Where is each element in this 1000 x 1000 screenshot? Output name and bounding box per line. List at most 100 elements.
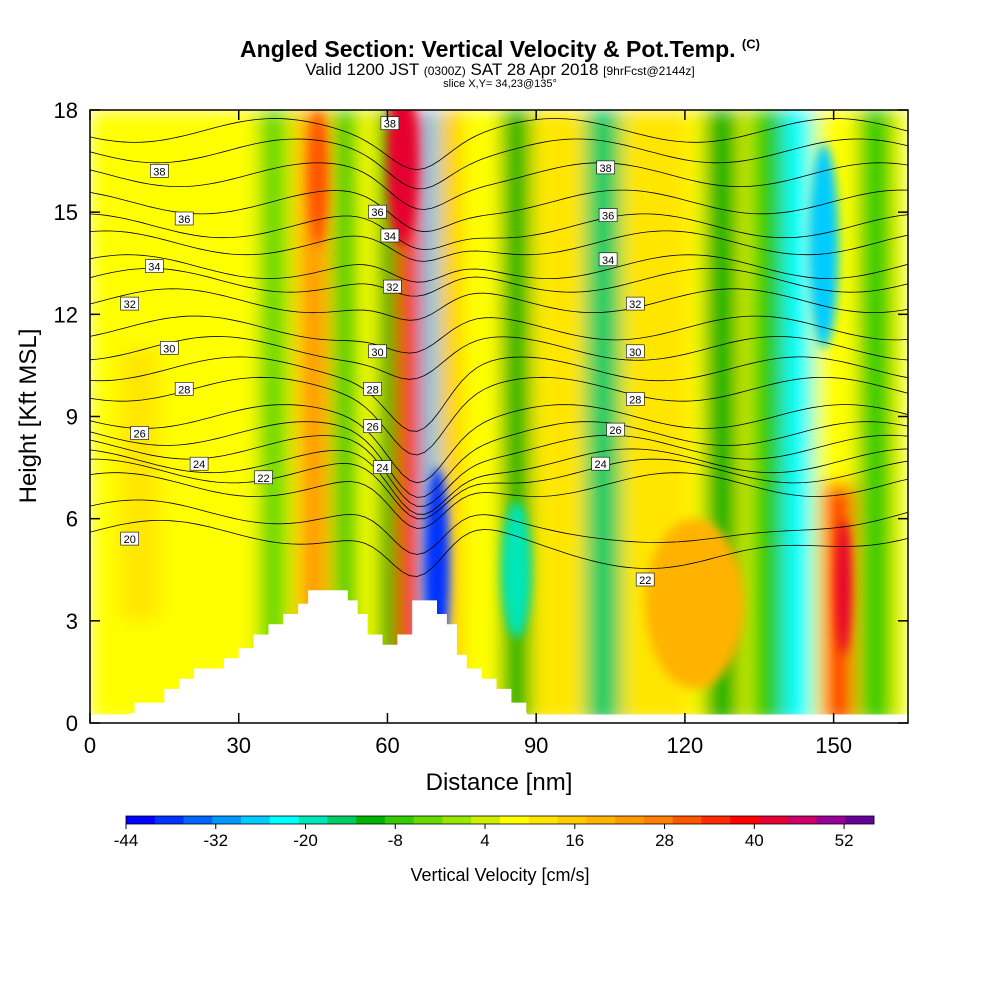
terrain: [90, 590, 908, 723]
colorbar-swatch: [643, 816, 673, 824]
x-tick-label: 150: [815, 733, 852, 758]
contour-label: 34: [598, 252, 618, 267]
colorbar-tick-label: 40: [745, 831, 764, 850]
contour-label: 24: [189, 456, 209, 471]
contour-label-box: [383, 279, 402, 294]
theta-contour: [90, 356, 908, 432]
velocity-band: [377, 110, 398, 723]
contour-label-text: 36: [371, 207, 383, 219]
contour-label-box: [174, 211, 194, 226]
velocity-core: [836, 518, 851, 655]
contour-label-text: 38: [153, 166, 165, 178]
theta-contour: [90, 434, 908, 507]
contour-label: 28: [174, 381, 194, 396]
contour-label-text: 32: [629, 299, 641, 311]
y-tick-label: 3: [66, 609, 78, 634]
theta-contour: [90, 376, 908, 456]
chart-subtitle: Valid 1200 JST (0300Z) SAT 28 Apr 2018 […: [0, 60, 1000, 80]
contour-label-text: 26: [133, 429, 145, 441]
y-tick-label: 6: [66, 507, 78, 532]
contour-label: 22: [254, 470, 273, 485]
colorbar-tick-label: -32: [203, 831, 228, 850]
utc-time: (0300Z): [423, 64, 466, 78]
theta-contours: [90, 118, 908, 577]
contour-label-text: 24: [594, 459, 606, 471]
contour-label: 36: [368, 204, 387, 219]
contour-label: 36: [174, 211, 194, 226]
contour-label: 30: [368, 344, 387, 359]
colorbar-swatch: [845, 816, 875, 824]
velocity-core: [808, 144, 839, 349]
contour-label: 32: [383, 279, 402, 294]
x-axis: 0 30 60 90 120 150: [84, 110, 852, 758]
colorbar-tick-label: 28: [655, 831, 674, 850]
x-tick-label: 120: [667, 733, 704, 758]
contour-labels: 3836343230282624222038363432302826243836…: [120, 116, 655, 587]
colorbar-swatch: [730, 816, 760, 824]
theta-contour: [90, 138, 908, 190]
colorbar-swatch: [615, 816, 645, 824]
velocity-core: [645, 518, 745, 689]
contour-label-text: 38: [384, 119, 396, 131]
contour-label-box: [363, 419, 382, 434]
contour-label-text: 24: [193, 459, 205, 471]
contour-label-box: [368, 344, 387, 359]
colorbar: -44 -32 -20 -8 4 16 28 40 52: [114, 815, 875, 850]
theta-contour: [90, 458, 908, 520]
contour-label: 38: [596, 160, 615, 175]
contour-label-box: [120, 531, 139, 546]
contour-label-box: [120, 296, 139, 311]
x-tick-label: 0: [84, 733, 96, 758]
theta-contour: [90, 448, 908, 515]
velocity-band: [749, 110, 785, 723]
contour-label-text: 22: [639, 575, 651, 587]
colorbar-tick-label: -20: [293, 831, 318, 850]
contour-label-box: [368, 204, 387, 219]
contour-label-text: 22: [257, 473, 269, 485]
contour-label: 22: [635, 572, 655, 587]
theta-contour: [90, 499, 908, 555]
colorbar-tick-label: 52: [835, 831, 854, 850]
contour-label-box: [625, 296, 645, 311]
contour-label-box: [189, 456, 209, 471]
colorbar-swatch: [384, 816, 414, 824]
contour-label-box: [598, 252, 618, 267]
colorbar-swatch: [787, 816, 817, 824]
colorbar-swatch: [356, 816, 386, 824]
colorbar-swatch: [126, 816, 156, 824]
contour-label-text: 26: [366, 422, 378, 434]
x-tick-label: 60: [375, 733, 399, 758]
contour-label-box: [145, 259, 164, 274]
contour-label-text: 20: [124, 534, 136, 546]
contour-label: 30: [625, 344, 645, 359]
x-tick-label: 30: [226, 733, 250, 758]
contour-label-text: 36: [178, 214, 190, 226]
y-axis-title: Height [Kft MSL]: [15, 329, 42, 504]
contour-label: 38: [380, 116, 400, 131]
colorbar-tick-label: 4: [480, 831, 489, 850]
ground-strip: [90, 714, 908, 723]
theta-contour: [90, 421, 908, 498]
contour-label: 30: [160, 341, 179, 355]
contour-label-box: [606, 422, 625, 437]
colorbar-frame: [125, 815, 875, 825]
velocity-core: [501, 501, 532, 638]
contour-label-box: [596, 160, 615, 175]
contour-label-box: [130, 426, 149, 440]
contour-label-text: 24: [376, 463, 388, 475]
contour-label-text: 30: [629, 347, 641, 359]
colorbar-swatch: [528, 816, 558, 824]
theta-contour: [90, 404, 908, 484]
contour-label: 36: [598, 208, 618, 223]
contour-label-text: 34: [602, 255, 614, 267]
contour-label-text: 30: [163, 343, 175, 355]
contour-label: 28: [363, 381, 382, 396]
colorbar-swatch: [269, 816, 299, 824]
x-tick-label: 90: [524, 733, 548, 758]
theta-contour: [90, 520, 908, 577]
contour-label-text: 28: [629, 395, 641, 407]
x-axis-title: Distance [nm]: [426, 769, 573, 796]
contour-label-text: 26: [609, 425, 621, 437]
